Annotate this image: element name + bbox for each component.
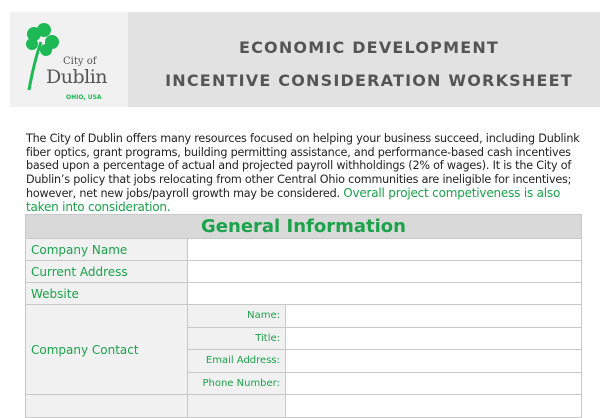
field-label: Website <box>25 282 188 305</box>
table-row: Company Contact Name: <box>25 304 582 395</box>
field-label: Current Address <box>25 260 188 283</box>
intro-highlight: Overall project competiveness is also ta… <box>26 185 561 214</box>
table-row: Current Address <box>25 260 582 283</box>
subfield-label: Email Address: <box>187 349 286 373</box>
page-title-line1: ECONOMIC DEVELOPMENT <box>238 38 500 57</box>
table-row: Company Name <box>25 238 582 261</box>
logo-city-of: City of <box>63 56 97 67</box>
field-label <box>25 394 188 418</box>
table-row <box>25 394 582 418</box>
general-information-form: General Information Company Name Current… <box>25 214 582 418</box>
website-input[interactable] <box>187 282 582 305</box>
subfield-label: Name: <box>187 304 286 328</box>
current-address-input[interactable] <box>187 260 582 283</box>
section-title: General Information <box>25 214 582 239</box>
intro-paragraph: The City of Dublin offers many resources… <box>26 132 582 214</box>
shamrock-icon <box>26 23 59 91</box>
table-row: Phone Number: <box>26 371 582 395</box>
subfield-label <box>187 394 286 418</box>
intro-text: The City of Dublin offers many resources… <box>26 132 580 200</box>
city-logo: City of Dublin OHIO, USA <box>10 12 128 107</box>
subfield-label: Phone Number: <box>187 371 286 395</box>
field-label: Company Name <box>25 238 188 261</box>
company-name-input[interactable] <box>187 238 582 261</box>
table-row: Website <box>25 282 582 305</box>
table-row: Email Address: <box>26 349 582 373</box>
page-title-line2: INCENTIVE CONSIDERATION WORKSHEET <box>165 71 573 90</box>
field-label: Company Contact <box>25 304 188 395</box>
field-input[interactable] <box>285 394 582 418</box>
logo-location: OHIO, USA <box>66 94 102 101</box>
contact-phone-input[interactable] <box>285 371 582 395</box>
header-banner: City of Dublin OHIO, USA ECONOMIC DEVELO… <box>10 12 600 107</box>
contact-email-input[interactable] <box>285 349 582 373</box>
logo-dublin: Dublin <box>46 66 108 88</box>
contact-title-input[interactable] <box>285 326 582 350</box>
contact-name-input[interactable] <box>285 304 582 328</box>
subfield-label: Title: <box>187 326 286 350</box>
